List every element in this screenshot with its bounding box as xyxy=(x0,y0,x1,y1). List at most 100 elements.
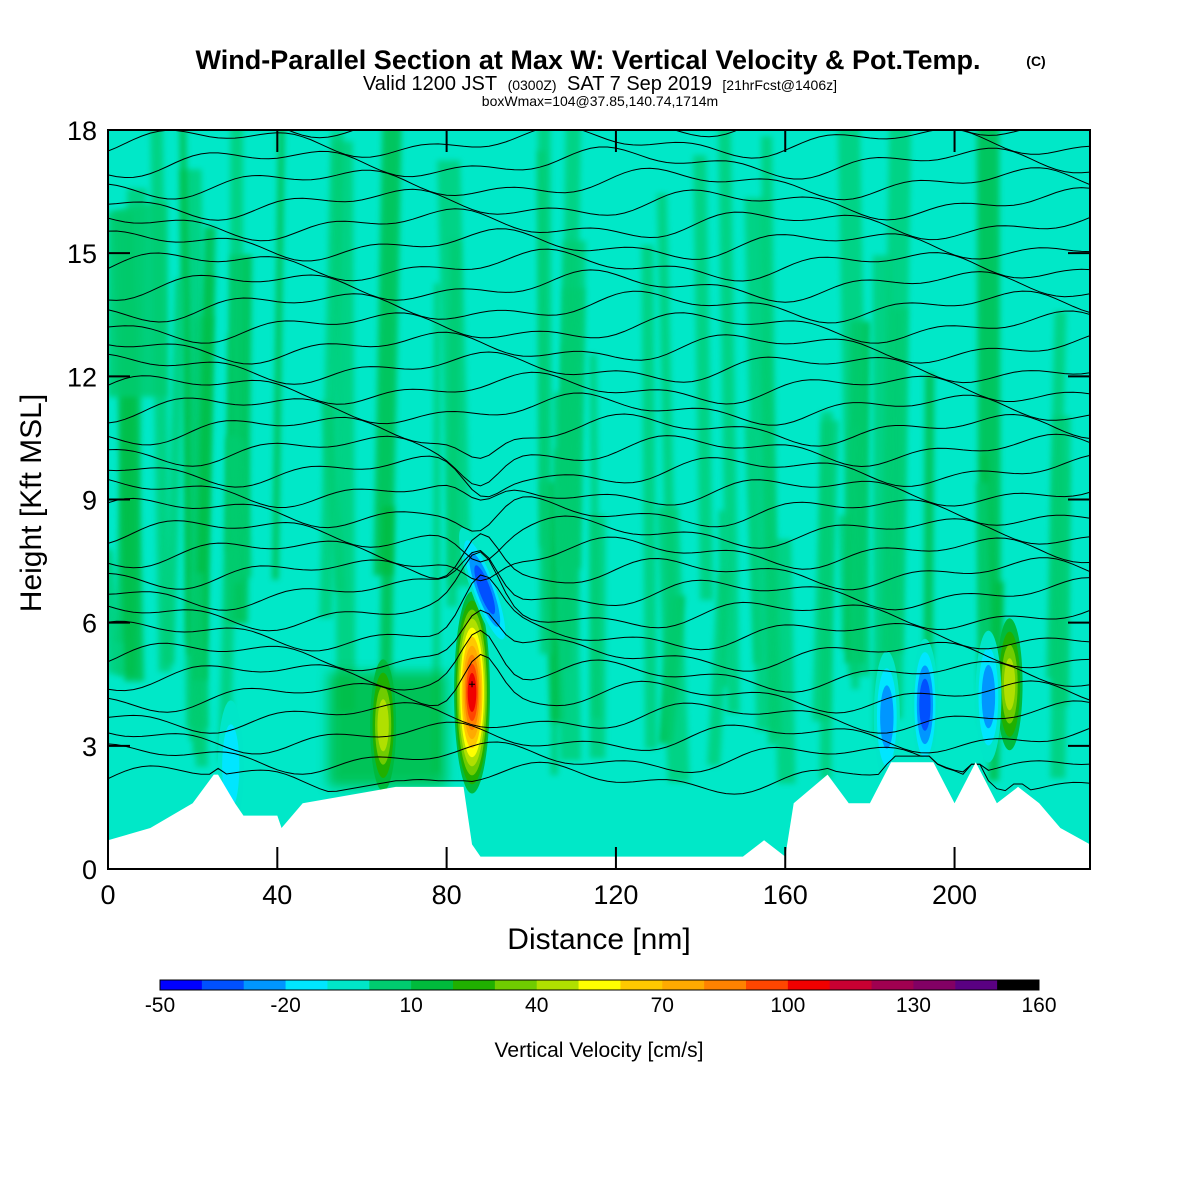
theta-contour xyxy=(108,290,1090,324)
colorbar-frame xyxy=(159,979,1040,991)
w-cell xyxy=(377,699,389,752)
colorbar-swatch xyxy=(746,980,789,990)
theta-contour xyxy=(108,536,1090,582)
colorbar-swatch xyxy=(243,980,287,990)
streak xyxy=(437,160,472,587)
theta-contour xyxy=(108,721,1090,755)
y-tick-label: 6 xyxy=(82,609,97,639)
chart-subtitle: Valid 1200 JST (0300Z) SAT 7 Sep 2019 [2… xyxy=(363,73,837,95)
x-tick-label: 200 xyxy=(932,880,977,910)
colorbar-swatch xyxy=(201,980,245,990)
theta-contour xyxy=(108,130,1090,159)
y-tick-label: 9 xyxy=(82,486,97,516)
theta-contour xyxy=(108,208,1090,242)
colorbar-swatch xyxy=(704,980,747,990)
theta-contour xyxy=(108,331,1090,365)
colorbar-swatch xyxy=(160,980,203,990)
x-tick-label: 40 xyxy=(262,880,292,910)
streak xyxy=(108,199,168,397)
streak xyxy=(163,279,186,665)
w-cell xyxy=(474,565,496,615)
potential-temperature-contours xyxy=(108,130,1090,795)
colorbar-label: Vertical Velocity [cm/s] xyxy=(495,1039,704,1062)
colorbar-tick-label: -50 xyxy=(145,994,175,1017)
theta-contour xyxy=(108,310,1090,344)
streak xyxy=(819,411,833,780)
streak xyxy=(379,506,395,708)
y-axis-label: Height [Kft MSL] xyxy=(15,394,48,612)
colorbar-swatch xyxy=(578,980,621,990)
streak xyxy=(432,283,441,772)
w-cell xyxy=(981,664,996,729)
theta-contour xyxy=(108,550,1090,611)
max-w-marker xyxy=(469,681,476,688)
colorbar: -50 -20 10 40 70 100 130 160 xyxy=(145,979,1057,1017)
streak xyxy=(333,141,356,712)
theta-contour xyxy=(108,269,1090,303)
y-axis-ticks: 0 3 6 9 12 15 18 xyxy=(67,116,1090,885)
colorbar-swatch xyxy=(285,980,328,990)
x-tick-label: 80 xyxy=(432,880,462,910)
plot-area xyxy=(108,130,1090,869)
y-tick-label: 3 xyxy=(82,732,97,762)
y-tick-label: 0 xyxy=(82,855,97,885)
streak xyxy=(718,130,740,714)
theta-contour xyxy=(108,515,1090,563)
theta-contour xyxy=(108,351,1090,385)
streak xyxy=(693,155,714,600)
streak xyxy=(923,373,935,703)
theta-contour xyxy=(108,248,1090,282)
x-tick-label: 120 xyxy=(593,880,638,910)
streak xyxy=(194,226,216,681)
w-cell xyxy=(919,678,931,731)
colorbar-swatch xyxy=(620,980,663,990)
x-axis-label: Distance [nm] xyxy=(507,923,690,956)
colorbar-swatch xyxy=(955,980,998,990)
y-tick-label: 18 xyxy=(67,116,97,146)
streak xyxy=(191,572,209,767)
colorbar-swatch xyxy=(829,980,873,990)
theta-contour xyxy=(108,629,1090,693)
w-cell xyxy=(222,724,240,809)
theta-contour xyxy=(108,454,1090,498)
streak xyxy=(589,354,601,719)
streak xyxy=(553,392,582,761)
theta-contour xyxy=(108,551,1090,632)
theta-contour xyxy=(108,167,1090,201)
theta-contour xyxy=(108,741,1090,775)
chart-title: Wind-Parallel Section at Max W: Vertical… xyxy=(196,45,981,75)
w-cell xyxy=(467,672,477,713)
colorbar-swatch xyxy=(327,980,370,990)
colorbar-swatch xyxy=(997,980,1040,990)
colorbar-swatch xyxy=(787,980,831,990)
theta-contour xyxy=(108,371,1090,405)
x-tick-label: 160 xyxy=(763,880,808,910)
colorbar-swatch xyxy=(913,980,956,990)
colorbar-swatch xyxy=(369,980,412,990)
colorbar-tick-label: 10 xyxy=(399,994,422,1017)
streak xyxy=(707,572,731,766)
theta-contour xyxy=(108,700,1090,734)
colorbar-tick-label: 130 xyxy=(896,994,931,1017)
x-tick-label: 0 xyxy=(100,880,115,910)
streak xyxy=(218,435,239,762)
theta-contour xyxy=(108,609,1090,672)
colorbar-tick-label: 40 xyxy=(525,994,548,1017)
streak xyxy=(641,245,658,750)
theta-contour xyxy=(108,574,1090,652)
theta-contour xyxy=(108,146,1090,180)
streak xyxy=(179,130,196,655)
theta-contour xyxy=(108,479,1090,508)
terrain xyxy=(108,762,1090,869)
y-tick-label: 12 xyxy=(67,362,97,392)
theta-contour xyxy=(108,228,1090,262)
colorbar-tick-label: 70 xyxy=(651,994,674,1017)
theta-contour xyxy=(108,533,1090,591)
colorbar-swatch xyxy=(662,980,705,990)
colorbar-tick-label: 160 xyxy=(1021,994,1056,1017)
theta-contour xyxy=(108,653,1090,714)
theta-contour xyxy=(108,413,1090,459)
theta-contour xyxy=(108,187,1090,221)
theta-contour xyxy=(108,433,1090,487)
